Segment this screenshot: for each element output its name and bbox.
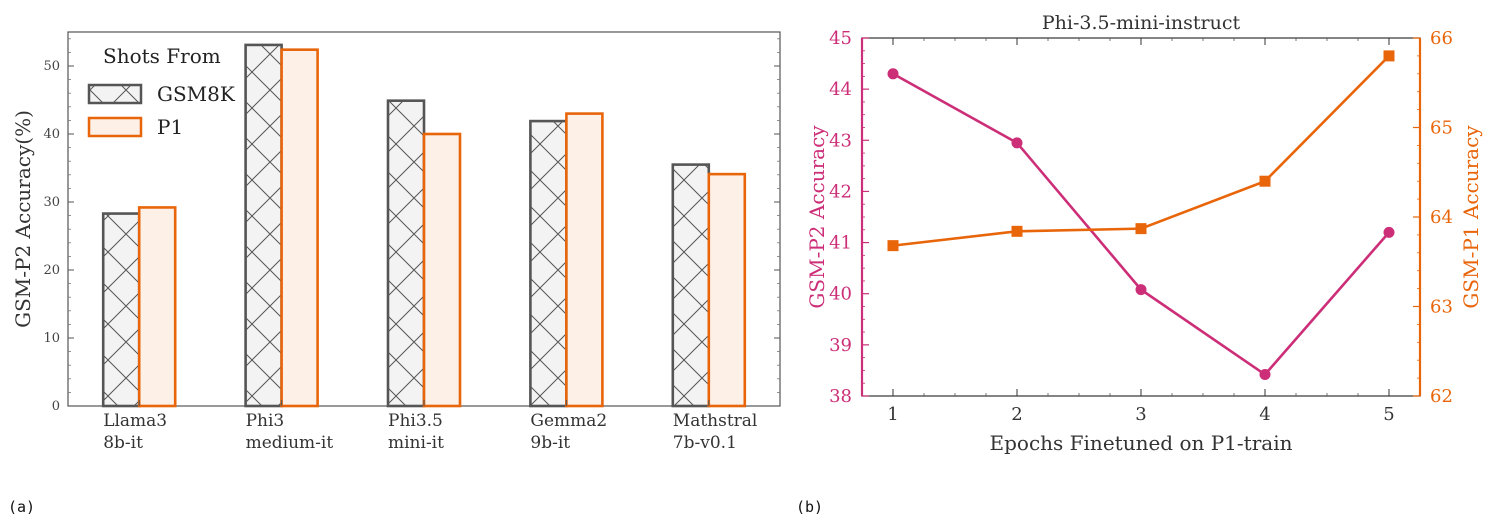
point-gsm-p2-3 — [1135, 284, 1147, 296]
bar-x-tick-label-line2: 9b-it — [530, 433, 570, 453]
legend-swatch-p1 — [87, 116, 143, 138]
bars — [101, 43, 747, 408]
right-y-axis-title: GSM-P1 Accuracy — [1459, 125, 1483, 309]
left-y-tick-label: 45 — [829, 28, 852, 49]
line-x-tick-label: 3 — [1135, 404, 1146, 425]
line-chart-title: Phi-3.5-mini-instruct — [1042, 12, 1241, 34]
legend-label-gsm8k: GSM8K — [157, 82, 236, 106]
legend-label-p1: P1 — [157, 115, 183, 139]
right-y-tick-label: 65 — [1430, 118, 1453, 139]
right-y-tick-label: 64 — [1430, 207, 1453, 228]
bar-x-tick-label-line2: 8b-it — [103, 433, 143, 453]
point-gsm-p2-2 — [1011, 137, 1023, 149]
left-y-tick-label: 42 — [829, 181, 852, 202]
bar-x-tick-label-line2: medium-it — [246, 433, 334, 453]
left-y-tick-label: 44 — [829, 79, 852, 100]
line-gsm-p1 — [892, 54, 1390, 247]
bar-x-tick-label-line1: Llama3 — [103, 411, 167, 431]
line-plot-area — [861, 37, 1421, 397]
line-x-tick-label: 4 — [1259, 404, 1270, 425]
bar-p1-2 — [422, 132, 462, 408]
point-gsm-p2-4 — [1259, 369, 1271, 381]
bar-y-tick-label: 50 — [43, 59, 60, 74]
bar-x-tick-label-line1: Phi3.5 — [388, 411, 443, 431]
left-y-tick-label: 41 — [829, 233, 852, 254]
bar-hatch-gsm8k-3 — [530, 121, 567, 406]
bar-y-axis-title: GSM-P2 Accuracy(%) — [11, 110, 35, 328]
right-y-tick-label: 63 — [1430, 297, 1453, 318]
left-y-ticks: 38 39 40 41 42 43 44 45 — [829, 28, 869, 407]
left-y-tick-label: 38 — [829, 386, 852, 407]
bar-y-ticks: 0 10 20 30 40 50 — [43, 38, 780, 414]
bar-p1-4 — [707, 172, 747, 408]
bar-hatch-gsm8k-0 — [103, 213, 140, 406]
bar-x-tick-label-line1: Gemma2 — [530, 411, 607, 431]
bar-y-tick-label: 10 — [43, 331, 60, 346]
point-gsm-p2-5 — [1383, 226, 1395, 238]
bar-p1-0 — [137, 206, 177, 408]
panel-label-b: (b) — [796, 498, 823, 516]
left-y-tick-label: 40 — [829, 284, 852, 305]
bar-x-tick-label-line1: Phi3 — [246, 411, 285, 431]
right-y-ticks: 62 63 64 65 66 — [1413, 28, 1453, 407]
bar-legend: Shots From GSM8K P1 — [87, 44, 236, 139]
bar-hatch-gsm8k-4 — [672, 164, 709, 406]
line-x-tick-label: 2 — [1011, 404, 1022, 425]
line-x-axis-title: Epochs Finetuned on P1-train — [990, 431, 1293, 455]
point-gsm-p2-1 — [887, 68, 899, 80]
bar-p1-3 — [565, 112, 604, 408]
bar-p1-1 — [280, 48, 319, 408]
left-y-axis-title: GSM-P2 Accuracy — [805, 125, 829, 309]
bar-hatch-gsm8k-1 — [245, 44, 282, 407]
bar-y-tick-label: 0 — [52, 399, 60, 414]
left-y-tick-label: 39 — [829, 335, 852, 356]
point-gsm-p1-4 — [1259, 175, 1271, 187]
legend-swatch-gsm8k-hatch — [89, 85, 141, 103]
line-x-tick-label: 1 — [887, 404, 898, 425]
line-x-tick-label: 5 — [1383, 404, 1394, 425]
bar-x-tick-label-line2: mini-it — [388, 433, 444, 453]
bar-y-tick-label: 30 — [43, 195, 60, 210]
legend-title: Shots From — [103, 44, 221, 68]
line-x-ticks: 1 2 3 4 5 — [887, 38, 1395, 425]
bar-hatch-gsm8k-2 — [388, 100, 424, 407]
bar-y-tick-label: 20 — [43, 263, 60, 278]
point-gsm-p1-3 — [1135, 223, 1147, 235]
right-y-tick-label: 66 — [1430, 28, 1453, 49]
point-gsm-p1-5 — [1383, 50, 1395, 62]
panel-label-a: (a) — [8, 498, 35, 516]
point-gsm-p1-2 — [1011, 225, 1023, 237]
bar-y-tick-label: 40 — [43, 127, 60, 142]
bar-x-tick-label-line2: 7b-v0.1 — [673, 433, 737, 453]
point-gsm-p1-1 — [887, 240, 899, 252]
bar-x-tick-label-line1: Mathstral — [673, 411, 758, 431]
line-series — [887, 50, 1395, 381]
right-y-tick-label: 62 — [1430, 386, 1453, 407]
left-y-tick-label: 43 — [829, 130, 852, 151]
